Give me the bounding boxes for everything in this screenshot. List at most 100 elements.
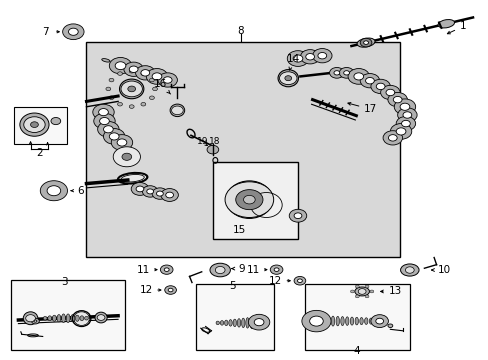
Ellipse shape xyxy=(354,317,358,325)
Circle shape xyxy=(292,55,302,62)
Circle shape xyxy=(164,268,169,271)
Circle shape xyxy=(387,93,407,107)
Circle shape xyxy=(392,96,401,103)
Text: 8: 8 xyxy=(237,26,244,36)
Ellipse shape xyxy=(71,315,75,322)
Circle shape xyxy=(135,66,155,80)
Circle shape xyxy=(382,131,402,145)
Circle shape xyxy=(141,69,149,76)
Circle shape xyxy=(248,314,269,330)
Circle shape xyxy=(397,108,416,122)
Bar xyxy=(86,42,399,257)
Circle shape xyxy=(360,73,379,88)
Circle shape xyxy=(142,186,158,197)
Circle shape xyxy=(297,279,302,283)
Ellipse shape xyxy=(119,174,146,183)
Ellipse shape xyxy=(80,316,83,321)
Circle shape xyxy=(117,72,122,75)
Ellipse shape xyxy=(356,38,374,47)
Circle shape xyxy=(161,189,178,202)
Circle shape xyxy=(129,66,138,72)
Ellipse shape xyxy=(349,317,353,325)
Circle shape xyxy=(380,85,399,100)
Circle shape xyxy=(401,120,409,127)
Circle shape xyxy=(30,122,38,127)
Ellipse shape xyxy=(66,314,70,323)
Circle shape xyxy=(146,189,153,194)
Circle shape xyxy=(121,81,142,97)
Ellipse shape xyxy=(237,319,240,327)
Ellipse shape xyxy=(20,113,49,136)
Ellipse shape xyxy=(368,318,372,324)
Text: 1: 1 xyxy=(447,21,466,34)
Ellipse shape xyxy=(102,59,110,62)
Bar xyxy=(212,162,297,239)
Circle shape xyxy=(365,295,368,298)
Circle shape xyxy=(309,316,323,326)
Text: 11: 11 xyxy=(137,265,150,275)
Circle shape xyxy=(94,113,115,129)
Ellipse shape xyxy=(220,321,223,325)
Circle shape xyxy=(389,123,411,139)
Circle shape xyxy=(329,67,344,78)
Circle shape xyxy=(93,104,114,120)
Circle shape xyxy=(109,133,119,140)
Text: 4: 4 xyxy=(352,346,359,356)
Circle shape xyxy=(103,129,124,144)
Circle shape xyxy=(168,288,173,292)
Circle shape xyxy=(285,76,291,81)
Circle shape xyxy=(287,51,308,66)
Circle shape xyxy=(171,106,183,114)
Bar xyxy=(14,107,67,144)
Circle shape xyxy=(215,266,224,274)
Circle shape xyxy=(288,209,306,222)
Circle shape xyxy=(163,77,172,83)
Bar xyxy=(11,280,125,350)
Text: 12: 12 xyxy=(268,276,282,286)
Ellipse shape xyxy=(23,312,38,325)
Ellipse shape xyxy=(61,314,65,323)
Circle shape xyxy=(254,319,264,326)
Ellipse shape xyxy=(226,181,272,219)
Circle shape xyxy=(31,318,39,324)
Circle shape xyxy=(293,276,305,285)
Bar xyxy=(305,284,409,350)
Circle shape xyxy=(375,318,383,324)
Circle shape xyxy=(343,71,349,75)
Circle shape xyxy=(353,73,363,80)
Circle shape xyxy=(109,58,131,74)
Ellipse shape xyxy=(241,318,244,328)
Circle shape xyxy=(109,78,114,82)
Circle shape xyxy=(387,135,396,141)
Ellipse shape xyxy=(228,320,232,326)
Ellipse shape xyxy=(249,317,253,329)
Ellipse shape xyxy=(119,79,143,99)
Circle shape xyxy=(100,117,109,125)
Circle shape xyxy=(165,192,173,198)
Circle shape xyxy=(111,135,132,150)
Circle shape xyxy=(106,87,111,91)
Circle shape xyxy=(117,139,126,146)
Ellipse shape xyxy=(170,104,184,117)
Ellipse shape xyxy=(364,318,367,324)
Circle shape xyxy=(109,96,114,99)
Circle shape xyxy=(206,145,218,154)
Circle shape xyxy=(235,190,263,210)
Circle shape xyxy=(97,315,105,320)
Circle shape xyxy=(115,62,125,69)
Circle shape xyxy=(129,69,134,73)
Circle shape xyxy=(370,315,387,328)
Text: 3: 3 xyxy=(61,277,68,287)
Circle shape xyxy=(117,103,122,106)
Ellipse shape xyxy=(95,312,107,323)
Circle shape xyxy=(300,50,319,64)
Circle shape xyxy=(51,117,61,125)
Ellipse shape xyxy=(75,315,79,321)
Text: 6: 6 xyxy=(77,186,84,196)
Ellipse shape xyxy=(345,317,348,325)
Ellipse shape xyxy=(43,316,47,320)
Circle shape xyxy=(365,285,368,288)
Circle shape xyxy=(149,96,154,99)
Circle shape xyxy=(363,41,368,44)
Circle shape xyxy=(312,49,331,63)
